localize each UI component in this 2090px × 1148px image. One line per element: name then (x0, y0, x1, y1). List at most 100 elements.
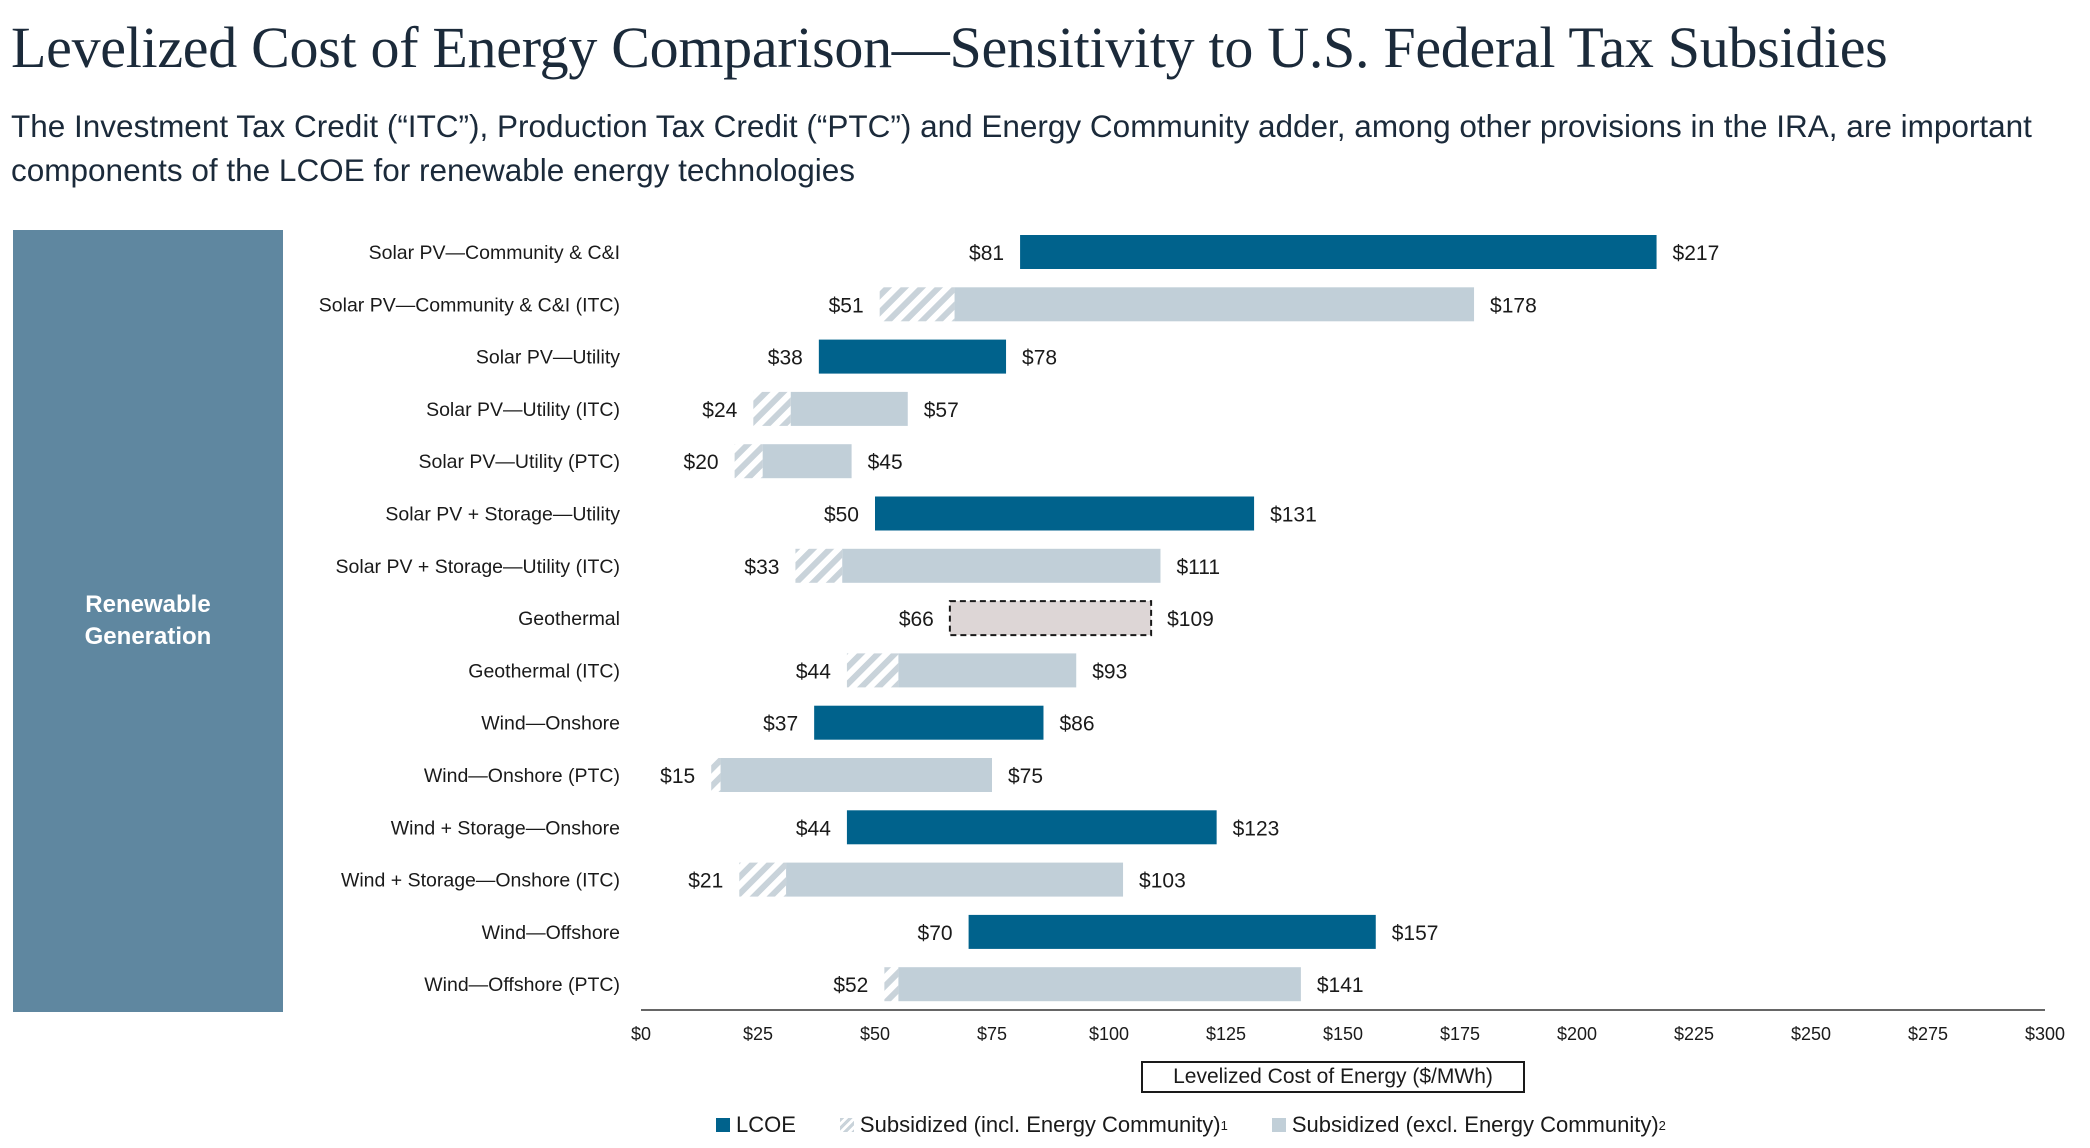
x-axis-ticks: $0 $25 $50 $75 $100 $125 $150 $175 $200 $225 $250 $… (631, 1024, 2065, 1044)
high-value-label: $141 (1317, 974, 1364, 997)
legend-item-subsidized-incl: Subsidized (incl. Energy Community) 1 (839, 1112, 1228, 1138)
lcoe-bar (968, 914, 1376, 949)
x-tick-label: $225 (1674, 1024, 1714, 1044)
chart-title: Levelized Cost of Energy Comparison—Sens… (11, 15, 1888, 80)
legend-label-subsidized-excl: Subsidized (excl. Energy Community) (1291, 1112, 1659, 1137)
x-tick-label: $175 (1440, 1024, 1480, 1044)
category-label: Renewable Generation (84, 591, 212, 650)
legend-label-lcoe: LCOE (736, 1112, 796, 1137)
low-value-label: $81 (969, 242, 1004, 265)
subsidized-incl-ec-bar (734, 444, 763, 479)
high-value-label: $75 (1008, 765, 1043, 788)
chart-row: Wind + Storage—Onshore (ITC) $21 $103 (341, 862, 1186, 897)
lcoe-bar (814, 705, 1044, 740)
low-value-label: $52 (833, 974, 868, 997)
x-axis-title: Levelized Cost of Energy ($/MWh) (1141, 1061, 1525, 1093)
subsidized-excl-ec-bar (786, 862, 1124, 897)
low-value-label: $20 (684, 451, 719, 474)
x-tick-label: $250 (1791, 1024, 1831, 1044)
subsidized-excl-ec-bar (898, 653, 1077, 688)
low-value-label: $51 (829, 294, 864, 317)
row-label: Solar PV + Storage—Utility (ITC) (336, 556, 620, 578)
legend-swatch-light (1271, 1118, 1286, 1132)
row-label: Solar PV—Community & C&I (369, 242, 620, 264)
high-value-label: $178 (1490, 294, 1537, 317)
subsidized-incl-ec-bar (795, 548, 843, 583)
lcoe-bar (1020, 235, 1657, 269)
subsidized-excl-ec-bar (954, 287, 1475, 322)
category-side-panel: Renewable Generation (13, 230, 283, 1012)
low-value-label: $38 (768, 347, 803, 370)
chart-row: Solar PV + Storage—Utility $50 $131 (385, 496, 1317, 531)
row-label: Wind—Offshore (482, 922, 620, 944)
subsidized-incl-ec-bar (884, 967, 899, 1002)
lcoe-bar (846, 810, 1217, 845)
subsidized-excl-ec-bar (790, 391, 908, 426)
subsidized-incl-ec-bar (711, 758, 721, 792)
row-label: Wind + Storage—Onshore (ITC) (341, 870, 620, 892)
low-value-label: $44 (796, 660, 831, 683)
chart-row: Solar PV + Storage—Utility (ITC) $33 $111 (336, 548, 1220, 583)
legend-footnote-1: 1 (1220, 1117, 1228, 1133)
chart-row: Solar PV—Community & C&I (ITC) $51 $178 (319, 287, 1537, 322)
row-label: Solar PV—Utility (PTC) (418, 451, 620, 473)
high-value-label: $78 (1022, 347, 1057, 370)
high-value-label: $86 (1059, 713, 1094, 736)
chart-subtitle: The Investment Tax Credit (“ITC”), Produ… (11, 108, 2032, 188)
geothermal-dashed-bar (948, 600, 1153, 637)
subsidized-excl-ec-bar (842, 548, 1161, 583)
chart-row: Wind + Storage—Onshore $44 $123 (391, 810, 1280, 845)
low-value-label: $50 (824, 504, 859, 527)
chart-row: Wind—Offshore $70 $157 (482, 914, 1439, 949)
low-value-label: $33 (744, 556, 779, 579)
chart-row: Solar PV—Utility $38 $78 (476, 339, 1057, 374)
x-tick-label: $300 (2025, 1024, 2065, 1044)
low-value-label: $15 (660, 765, 695, 788)
high-value-label: $123 (1233, 817, 1280, 840)
row-label: Solar PV + Storage—Utility (385, 504, 620, 526)
chart-row: Wind—Offshore (PTC) $52 $141 (424, 967, 1364, 1002)
row-label: Wind + Storage—Onshore (391, 817, 620, 839)
x-tick-label: $100 (1089, 1024, 1129, 1044)
x-tick-label: $25 (743, 1024, 773, 1044)
row-label: Geothermal (518, 608, 620, 630)
chart-row: Solar PV—Utility (ITC) $24 $57 (426, 391, 959, 426)
x-tick-label: $150 (1323, 1024, 1363, 1044)
x-tick-label: $275 (1908, 1024, 1948, 1044)
row-label: Wind—Onshore (481, 713, 620, 735)
subsidized-excl-ec-bar (762, 444, 852, 479)
low-value-label: $21 (688, 870, 723, 893)
subsidized-excl-ec-bar (898, 967, 1301, 1002)
chart-row: Solar PV—Community & C&I $81 $217 (369, 235, 1719, 269)
high-value-label: $131 (1270, 504, 1317, 527)
legend-label-subsidized-incl: Subsidized (incl. Energy Community) (859, 1112, 1221, 1137)
row-label: Wind—Offshore (PTC) (424, 974, 620, 996)
low-value-label: $44 (796, 817, 831, 840)
legend-swatch-hatch (839, 1118, 854, 1132)
row-label: Wind—Onshore (PTC) (424, 765, 620, 787)
legend-item-lcoe: LCOE (716, 1112, 796, 1138)
high-value-label: $45 (868, 451, 903, 474)
high-value-label: $157 (1392, 922, 1439, 945)
high-value-label: $111 (1176, 556, 1220, 579)
legend-footnote-2: 2 (1658, 1117, 1666, 1133)
chart-row: Wind—Onshore (PTC) $15 $75 (424, 758, 1043, 792)
row-label: Solar PV—Utility (ITC) (426, 399, 620, 421)
x-tick-label: $75 (977, 1024, 1007, 1044)
high-value-label: $103 (1139, 870, 1186, 893)
chart-row: Geothermal (ITC) $44 $93 (468, 653, 1127, 688)
x-tick-label: $0 (631, 1024, 651, 1044)
x-tick-label: $50 (860, 1024, 890, 1044)
legend-item-subsidized-excl: Subsidized (excl. Energy Community) 2 (1271, 1112, 1666, 1138)
legend-swatch-lcoe (716, 1118, 730, 1132)
low-value-label: $24 (702, 399, 737, 422)
row-label: Geothermal (ITC) (468, 660, 620, 682)
chart-row: Wind—Onshore $37 $86 (481, 705, 1095, 740)
subsidized-incl-ec-bar (846, 653, 899, 688)
row-label: Solar PV—Community & C&I (ITC) (319, 294, 620, 316)
subsidized-incl-ec-bar (739, 862, 787, 897)
subsidized-incl-ec-bar (879, 287, 955, 322)
low-value-label: $37 (763, 713, 798, 736)
